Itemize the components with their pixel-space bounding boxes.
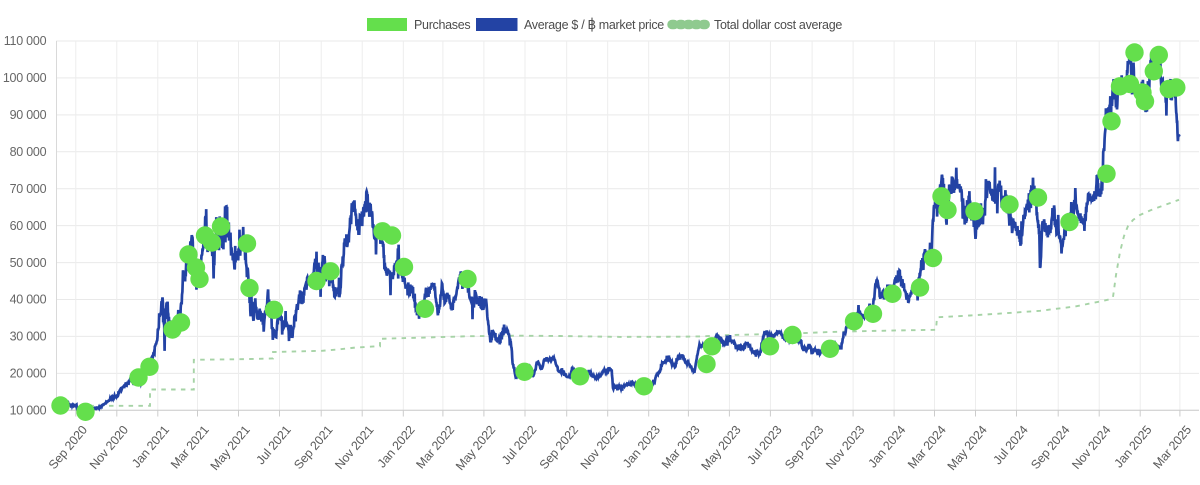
svg-text:10 000: 10 000	[10, 404, 47, 418]
svg-text:100 000: 100 000	[3, 71, 47, 85]
svg-text:30 000: 30 000	[10, 330, 47, 344]
svg-text:Total dollar cost average: Total dollar cost average	[714, 18, 842, 32]
svg-text:Purchases: Purchases	[414, 18, 470, 32]
svg-text:80 000: 80 000	[10, 145, 47, 159]
svg-text:90 000: 90 000	[10, 108, 47, 122]
svg-text:50 000: 50 000	[10, 256, 47, 270]
svg-text:70 000: 70 000	[10, 182, 47, 196]
svg-text:20 000: 20 000	[10, 367, 47, 381]
svg-text:40 000: 40 000	[10, 293, 47, 307]
svg-text:60 000: 60 000	[10, 219, 47, 233]
svg-text:Average $ / B market price: Average $ / B market price	[524, 18, 664, 32]
svg-text:110 000: 110 000	[4, 34, 47, 48]
